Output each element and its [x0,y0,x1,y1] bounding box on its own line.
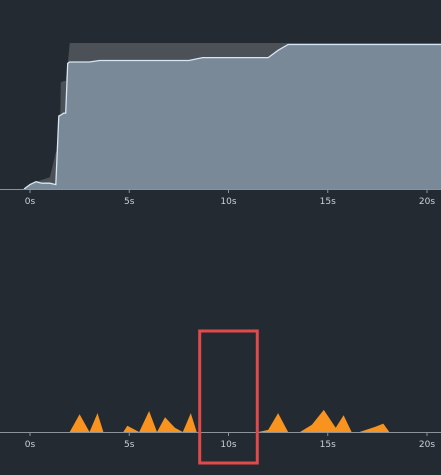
x-tick-label: 20s [419,440,435,450]
selection-highlight[interactable] [198,329,259,465]
x-tick-label: 5s [124,197,135,207]
x-tick-label: 15s [320,197,336,207]
main-series-area [24,44,441,189]
load-area-chart: 0s 5s 10s 15s 20s [0,43,441,207]
x-tick-label: 20s [419,197,435,207]
x-tick-label: 0s [25,197,36,207]
x-tick-label: 5s [124,440,135,450]
activity-chart: 0s 5s 10s 15s 20s [0,329,441,465]
x-tick-label: 10s [220,197,236,207]
x-tick-label: 15s [320,440,336,450]
main-series-line [23,43,441,190]
x-tick-label: 0s [25,440,36,450]
x-tick-label: 10s [220,440,236,450]
activity-series-area [69,409,390,432]
